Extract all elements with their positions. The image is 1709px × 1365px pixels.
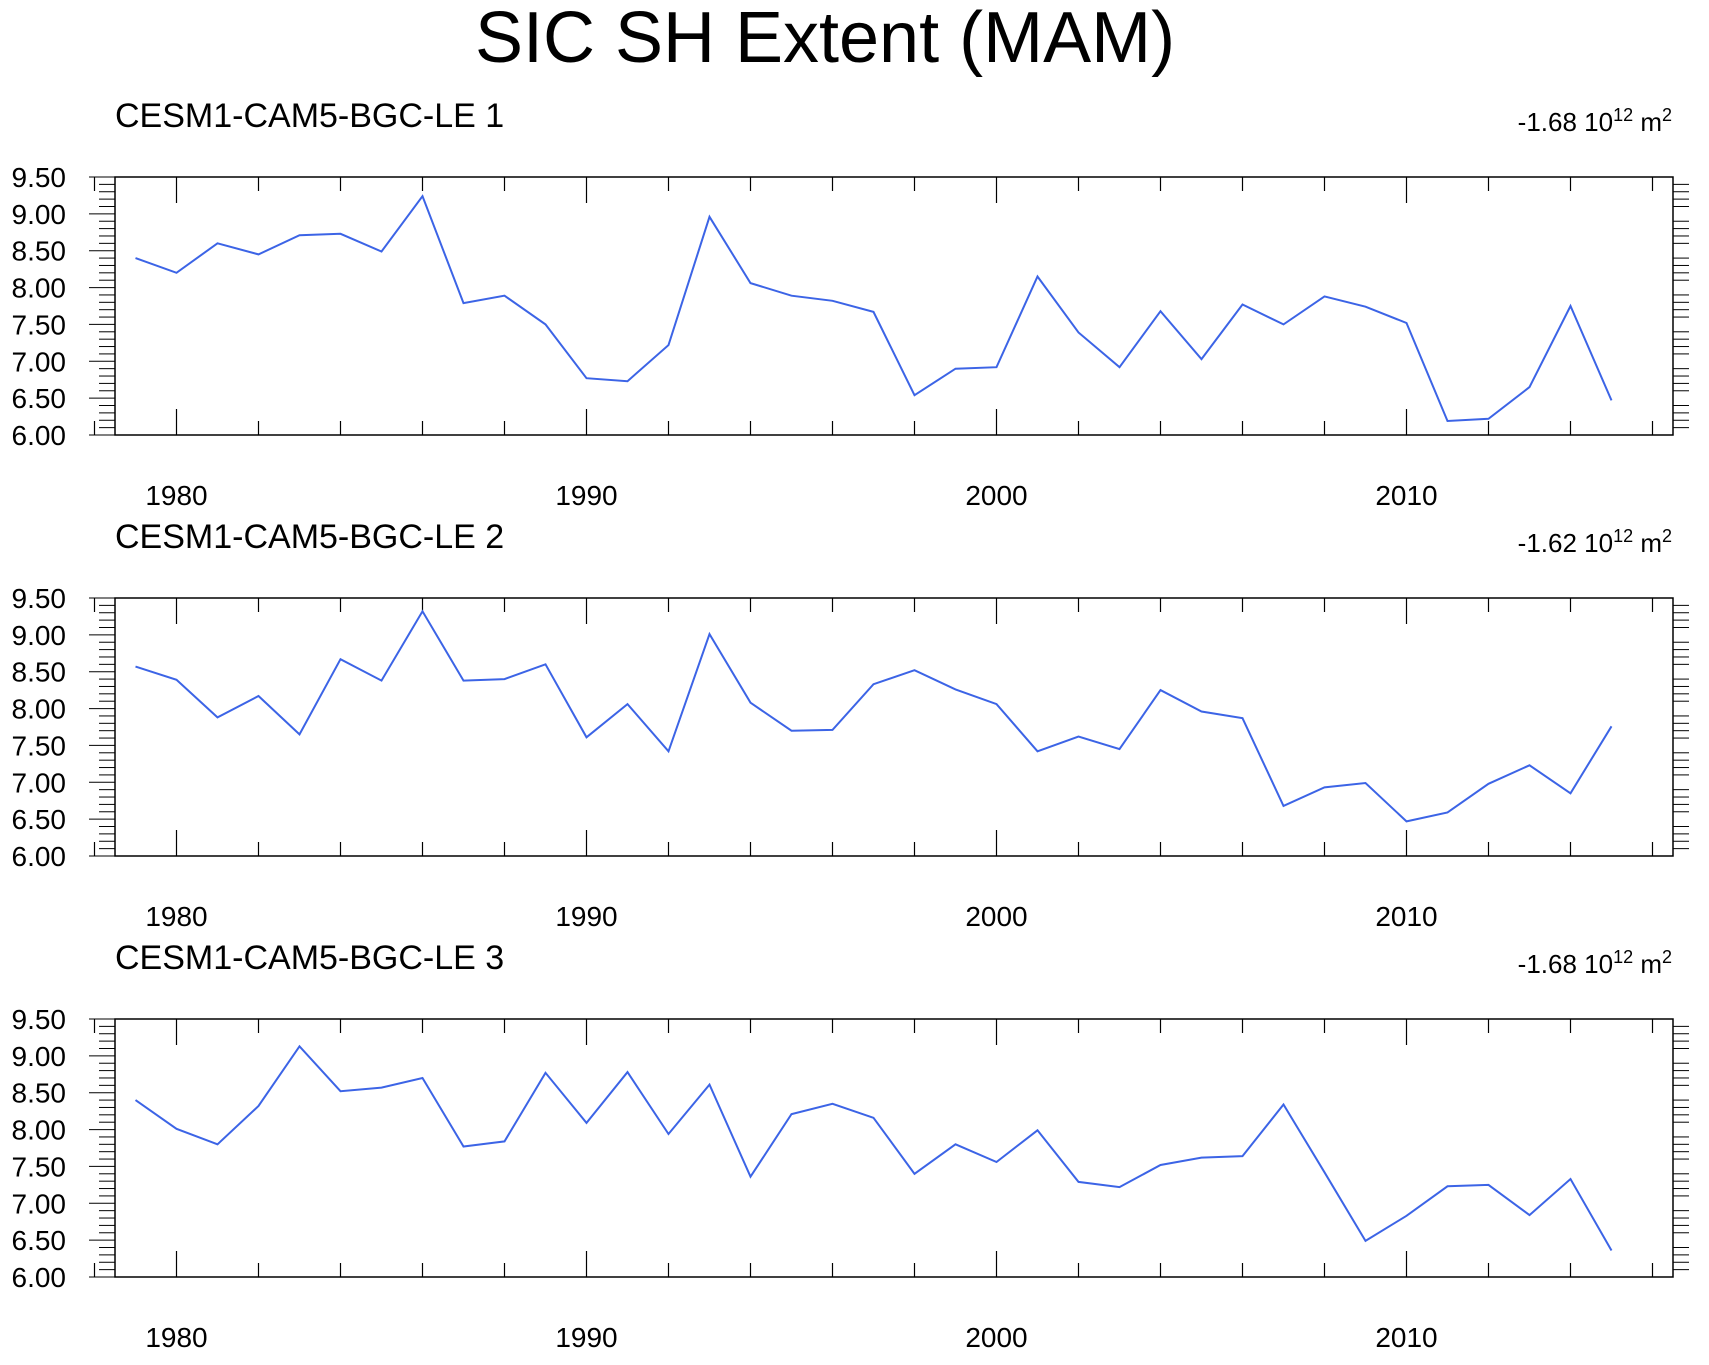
x-tick-label: 1980 [145, 1322, 207, 1353]
x-tick-label: 1990 [555, 480, 617, 511]
plot-frame [114, 176, 1674, 436]
x-tick-label: 2000 [965, 901, 1027, 932]
y-tick-label: 9.50 [12, 583, 67, 614]
y-tick-label: 7.00 [12, 767, 67, 798]
trend-annotation: -1.68 1012 m2 [1518, 947, 1672, 979]
y-tick-label: 6.00 [12, 420, 67, 451]
plot-frame [114, 1018, 1674, 1278]
y-tick-label: 6.50 [12, 804, 67, 835]
panel-title: CESM1-CAM5-BGC-LE 2 [115, 518, 504, 556]
plot-frame [114, 597, 1674, 857]
y-tick-label: 8.50 [12, 1078, 67, 1109]
y-tick-label: 9.00 [12, 1041, 67, 1072]
y-tick-label: 7.00 [12, 346, 67, 377]
y-tick-label: 8.00 [12, 273, 67, 304]
y-tick-label: 7.50 [12, 309, 67, 340]
x-tick-label: 1980 [145, 480, 207, 511]
y-tick-label: 9.50 [12, 162, 67, 193]
y-tick-label: 6.00 [12, 841, 67, 872]
x-tick-label: 2000 [965, 480, 1027, 511]
x-tick-label: 2010 [1375, 1322, 1437, 1353]
panel-1: 1980 1990 2000 2010 6.00 6.50 7.00 7.50 8.00 8.50… [12, 97, 1689, 511]
x-tick-label: 2010 [1375, 901, 1437, 932]
y-tick-label: 8.50 [12, 657, 67, 688]
series-line [134, 1044, 1613, 1251]
x-tick-label: 1990 [555, 1322, 617, 1353]
series-line [135, 609, 1613, 823]
trend-annotation: -1.68 1012 m2 [1518, 105, 1672, 137]
x-tick-label: 1990 [555, 901, 617, 932]
panel-2: 1980 1990 2000 2010 6.00 6.50 7.00 7.50 8.00 8.50… [12, 518, 1689, 932]
y-tick-label: 6.50 [12, 383, 67, 414]
panel-title: CESM1-CAM5-BGC-LE 3 [115, 939, 504, 977]
y-tick-label: 6.50 [12, 1225, 67, 1256]
y-tick-label: 9.00 [12, 199, 67, 230]
x-tick-label: 2000 [965, 1322, 1027, 1353]
y-tick-label: 7.50 [12, 1151, 67, 1182]
panel-3: 1980 1990 2000 2010 6.00 6.50 7.00 7.50 8.00 8.50… [12, 939, 1689, 1353]
y-tick-label: 8.00 [12, 694, 67, 725]
series-line [135, 194, 1613, 423]
panel-title: CESM1-CAM5-BGC-LE 1 [115, 97, 504, 135]
x-tick-label: 2010 [1375, 480, 1437, 511]
trend-annotation: -1.62 1012 m2 [1518, 526, 1672, 558]
y-tick-label: 8.00 [12, 1115, 67, 1146]
y-tick-label: 9.50 [12, 1004, 67, 1035]
x-tick-label: 1980 [145, 901, 207, 932]
y-tick-label: 7.50 [12, 730, 67, 761]
y-tick-label: 7.00 [12, 1188, 67, 1219]
y-tick-label: 9.00 [12, 620, 67, 651]
figure-title: SIC SH Extent (MAM) [475, 0, 1175, 78]
y-tick-label: 8.50 [12, 236, 67, 267]
y-tick-label: 6.00 [12, 1262, 67, 1293]
